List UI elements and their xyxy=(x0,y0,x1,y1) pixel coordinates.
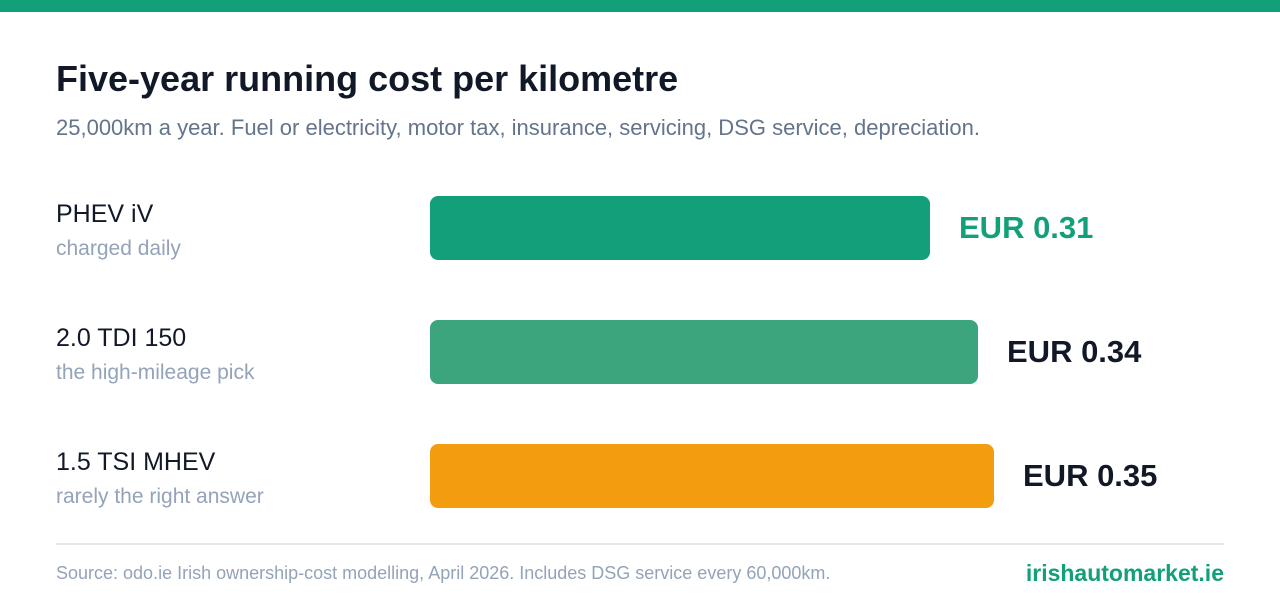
chart-subtitle: 25,000km a year. Fuel or electricity, mo… xyxy=(56,115,980,140)
footer-divider xyxy=(56,543,1224,545)
category-label: 1.5 TSI MHEV xyxy=(56,448,216,476)
bar-row: PHEV iV charged daily EUR 0.31 xyxy=(0,196,1280,260)
value-label: EUR 0.31 xyxy=(959,210,1094,245)
value-label: EUR 0.34 xyxy=(1007,334,1142,369)
category-note: the high-mileage pick xyxy=(56,361,255,384)
bar xyxy=(430,196,930,260)
bar xyxy=(430,320,978,384)
category-note: rarely the right answer xyxy=(56,485,264,508)
source-note: Source: odo.ie Irish ownership-cost mode… xyxy=(56,563,831,583)
bar-row: 1.5 TSI MHEV rarely the right answer EUR 0… xyxy=(0,444,1280,508)
category-note: charged daily xyxy=(56,237,181,260)
category-label: PHEV iV xyxy=(56,200,154,228)
value-label: EUR 0.35 xyxy=(1023,458,1158,493)
brand-link[interactable]: irishautomarket.ie xyxy=(1025,560,1224,586)
bar-row: 2.0 TDI 150 the high-mileage pick EUR 0.34 xyxy=(0,320,1280,384)
chart-title: Five-year running cost per kilometre xyxy=(56,58,679,99)
bar xyxy=(430,444,994,508)
top-accent-bar xyxy=(0,0,1280,12)
category-label: 2.0 TDI 150 xyxy=(56,324,187,352)
